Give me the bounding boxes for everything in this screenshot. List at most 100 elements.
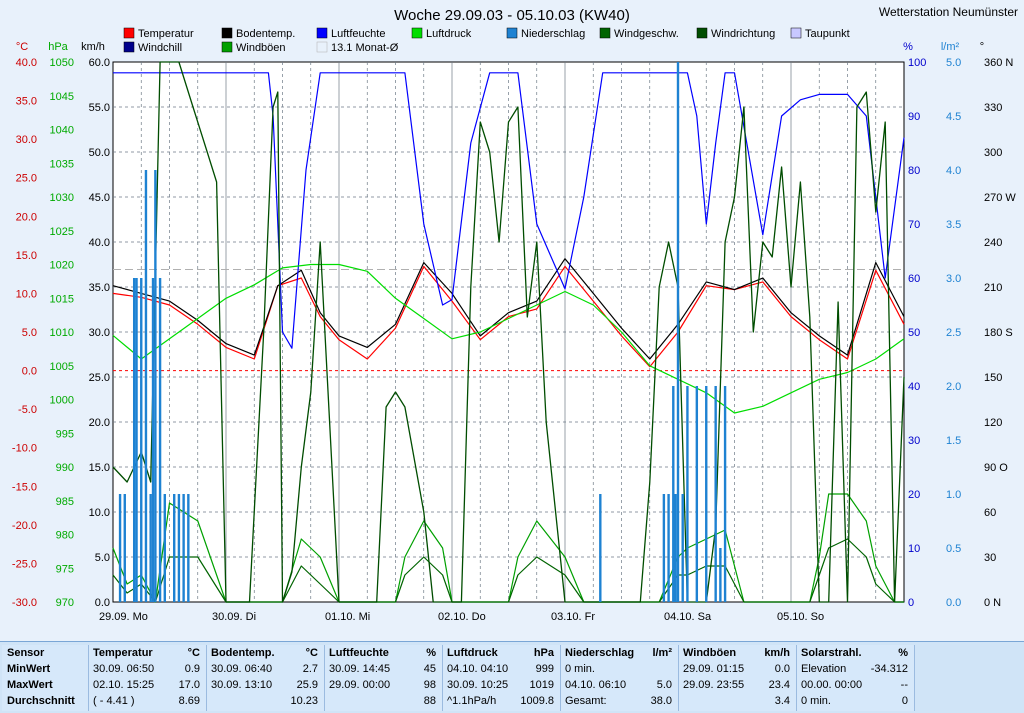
stats-row-label: MinWert bbox=[7, 663, 51, 675]
day-label: 03.10. Fr bbox=[551, 611, 595, 623]
stats-row: Windböen km/h bbox=[679, 645, 796, 661]
press-tick-label: 970 bbox=[56, 597, 74, 609]
stats-min-label: 29.09. 01:15 bbox=[683, 663, 745, 675]
press-tick-label: 990 bbox=[56, 462, 74, 474]
rain-bar bbox=[135, 278, 138, 602]
press-tick-label: 1045 bbox=[50, 91, 74, 103]
rain-bar bbox=[173, 494, 176, 602]
stats-row: 10.23 bbox=[207, 693, 324, 709]
rain-unit: l/m² bbox=[941, 41, 960, 53]
stats-min-label: 30.09. 06:50 bbox=[93, 663, 155, 675]
temp-tick-label: 10.0 bbox=[16, 288, 37, 300]
day-label: 01.10. Mi bbox=[325, 611, 370, 623]
stats-row: 30.09. 06:40 2.7 bbox=[207, 661, 324, 677]
legend-label: Bodentemp. bbox=[236, 28, 295, 40]
stats-min-value: 0.9 bbox=[184, 663, 200, 675]
stats-row: Luftdruck hPa bbox=[443, 645, 560, 661]
stats-row: 30.09. 13:10 25.9 bbox=[207, 677, 324, 693]
rain-bar bbox=[723, 386, 727, 602]
press-tick-label: 1015 bbox=[50, 293, 74, 305]
hum-tick-label: 60 bbox=[908, 273, 920, 285]
stats-column-name: Bodentemp. bbox=[211, 647, 275, 659]
press-tick-label: 1050 bbox=[50, 57, 74, 69]
stats-max-value: 1019 bbox=[529, 679, 554, 691]
rain-tick-label: 0.0 bbox=[946, 597, 961, 609]
rain-tick-label: 5.0 bbox=[946, 57, 961, 69]
press-tick-label: 975 bbox=[56, 563, 74, 575]
day-label: 02.10. Do bbox=[438, 611, 486, 623]
stats-min-value: 45 bbox=[423, 663, 436, 675]
stats-row: 0 min. 0 bbox=[797, 693, 914, 709]
stats-column-unit: °C bbox=[305, 647, 318, 659]
rain-tick-label: 3.0 bbox=[946, 273, 961, 285]
hum-tick-label: 80 bbox=[908, 165, 920, 177]
tick-labels: 40.0 35.0 30.0 25.0 20.0 15.0 10.0 5.0 0.0 -5.0 -1… bbox=[12, 57, 1016, 623]
stats-max-value: 23.4 bbox=[768, 679, 790, 691]
stats-row: Durchschnitt bbox=[2, 693, 88, 709]
stats-column-solarstrahl-: Solarstrahl.% Elevation -34.312 00.00. 00:0… bbox=[797, 645, 915, 711]
dir-tick-label: 0 N bbox=[984, 597, 1001, 609]
stats-avg-value: 0 bbox=[901, 695, 908, 707]
hum-unit: % bbox=[903, 41, 913, 53]
stats-column-luftfeuchte: Luftfeuchte% 30.09. 14:45 45 29.09. 00:00 98… bbox=[325, 645, 443, 711]
stats-row: Bodentemp. °C bbox=[207, 645, 324, 661]
rain-bar bbox=[187, 494, 190, 602]
dir-tick-label: 330 bbox=[984, 102, 1002, 114]
stats-column-name: Windböen bbox=[683, 647, 737, 659]
hum-tick-label: 100 bbox=[908, 57, 926, 69]
stats-row: Sensor bbox=[2, 645, 88, 661]
legend-label: Windböen bbox=[236, 42, 286, 54]
hum-tick-label: 30 bbox=[908, 435, 920, 447]
temp-tick-label: 35.0 bbox=[16, 96, 37, 108]
stats-avg-value: 88 bbox=[423, 695, 436, 707]
legend-swatch bbox=[123, 27, 135, 39]
series-line-windgeschw- bbox=[112, 538, 904, 603]
wind-tick-label: 5.0 bbox=[95, 552, 110, 564]
stats-panel: Sensor MinWert MaxWert Durchschnitt Temperat… bbox=[0, 641, 1024, 713]
rain-tick-label: 2.5 bbox=[946, 327, 961, 339]
rain-bar bbox=[599, 494, 602, 602]
rain-bar bbox=[163, 494, 166, 602]
stats-avg-value: 3.4 bbox=[774, 695, 790, 707]
rain-bar bbox=[154, 170, 157, 602]
chart-title: Woche 29.09.03 - 05.10.03 (KW40) bbox=[394, 7, 630, 24]
press-tick-label: 1020 bbox=[50, 260, 74, 272]
wind-tick-label: 40.0 bbox=[89, 237, 110, 249]
stats-column-bodentemp-: Bodentemp. °C 30.09. 06:40 2.7 30.09. 13:10 2… bbox=[207, 645, 325, 711]
legend-swatch bbox=[506, 27, 518, 39]
stats-column-name: Solarstrahl. bbox=[801, 647, 862, 659]
stats-avg-label: Gesamt: bbox=[565, 695, 607, 707]
stats-row: ( - 4.41 ) 8.69 bbox=[89, 693, 206, 709]
legend-swatch bbox=[599, 27, 611, 39]
rain-bar bbox=[151, 278, 155, 602]
press-tick-label: 985 bbox=[56, 496, 74, 508]
stats-row: Temperatur °C bbox=[89, 645, 206, 661]
stats-max-label: 00.00. 00:00 bbox=[801, 679, 863, 691]
rain-tick-label: 3.5 bbox=[946, 219, 961, 231]
legend-label: Windchill bbox=[138, 42, 182, 54]
stats-max-value: 98 bbox=[423, 679, 436, 691]
wind-tick-label: 45.0 bbox=[89, 192, 110, 204]
temp-tick-label: 25.0 bbox=[16, 173, 37, 185]
stats-max-value: 25.9 bbox=[296, 679, 318, 691]
stats-column-name: Niederschlag bbox=[565, 647, 635, 659]
legend-label: Luftfeuchte bbox=[331, 28, 385, 40]
stats-row: 00.00. 00:00 -- bbox=[797, 677, 914, 693]
dir-tick-label: 270 W bbox=[984, 192, 1016, 204]
press-unit: hPa bbox=[48, 41, 68, 53]
stats-min-value: -34.312 bbox=[870, 663, 908, 675]
legend-label: Niederschlag bbox=[521, 28, 585, 40]
rain-tick-label: 4.0 bbox=[946, 165, 961, 177]
dir-tick-label: 210 bbox=[984, 282, 1002, 294]
legend-label: Windrichtung bbox=[711, 28, 775, 40]
wind-tick-label: 15.0 bbox=[89, 462, 110, 474]
rain-bar bbox=[676, 62, 680, 602]
stats-max-value: -- bbox=[900, 679, 908, 691]
stats-max-label: 30.09. 10:25 bbox=[447, 679, 509, 691]
legend-swatch bbox=[411, 27, 423, 39]
stats-min-label: 30.09. 06:40 bbox=[211, 663, 273, 675]
day-label: 04.10. Sa bbox=[664, 611, 712, 623]
wind-tick-label: 10.0 bbox=[89, 507, 110, 519]
stats-row: 29.09. 00:00 98 bbox=[325, 677, 442, 693]
temp-unit: °C bbox=[16, 41, 28, 53]
